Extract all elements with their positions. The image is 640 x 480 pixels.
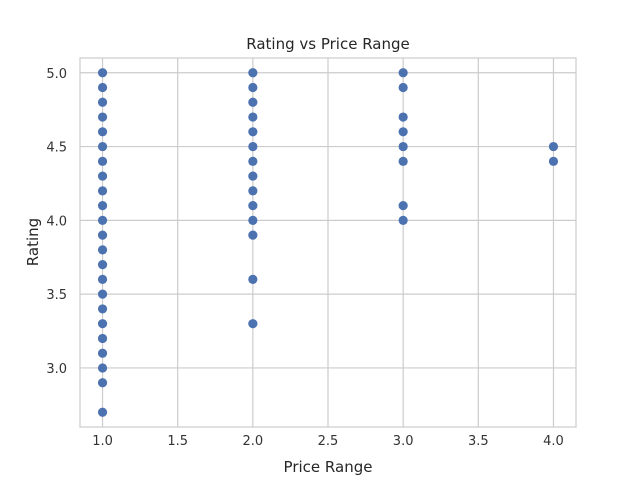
data-point bbox=[398, 156, 408, 166]
data-point bbox=[248, 201, 258, 211]
x-axis-label: Price Range bbox=[284, 458, 373, 476]
chart-title: Rating vs Price Range bbox=[246, 35, 410, 53]
data-point bbox=[398, 112, 408, 122]
data-point bbox=[248, 156, 258, 166]
data-point bbox=[97, 260, 108, 270]
data-point bbox=[97, 201, 108, 211]
y-tick-label: 3.5 bbox=[46, 288, 67, 303]
data-point bbox=[398, 127, 408, 137]
data-point bbox=[97, 230, 108, 240]
y-tick-labels: 3.0 3.5 4.0 4.5 5.0 bbox=[46, 67, 67, 377]
data-point bbox=[248, 127, 258, 137]
data-point bbox=[248, 171, 258, 181]
data-point bbox=[248, 97, 258, 107]
data-point bbox=[548, 141, 559, 152]
data-point bbox=[97, 333, 108, 344]
x-tick-label: 3.0 bbox=[393, 434, 414, 449]
data-point bbox=[97, 97, 108, 107]
data-point bbox=[398, 201, 408, 211]
data-point bbox=[248, 82, 258, 93]
data-point bbox=[97, 127, 108, 137]
data-point bbox=[97, 82, 108, 93]
data-point bbox=[248, 186, 258, 196]
x-tick-label: 2.0 bbox=[243, 434, 264, 449]
data-point bbox=[97, 289, 108, 299]
x-tick-label: 4.0 bbox=[543, 434, 564, 449]
y-tick-label: 4.0 bbox=[46, 214, 67, 229]
data-point bbox=[97, 215, 108, 225]
data-point bbox=[97, 186, 108, 196]
data-point bbox=[97, 68, 108, 78]
x-tick-label: 1.5 bbox=[167, 434, 188, 449]
data-point bbox=[97, 407, 108, 417]
data-point bbox=[97, 245, 108, 255]
plot-area-frame bbox=[79, 57, 577, 428]
x-tick-label: 1.0 bbox=[92, 434, 113, 449]
data-point bbox=[97, 319, 108, 329]
data-point bbox=[248, 230, 258, 240]
data-point bbox=[398, 215, 408, 225]
data-point bbox=[97, 274, 108, 284]
data-point bbox=[398, 68, 408, 78]
x-tick-label: 3.5 bbox=[468, 434, 489, 449]
data-point bbox=[97, 156, 108, 166]
data-point bbox=[97, 141, 108, 152]
data-point bbox=[97, 378, 108, 388]
y-tick-label: 4.5 bbox=[46, 141, 67, 156]
data-point bbox=[97, 348, 108, 358]
y-axis-label: Rating bbox=[24, 218, 42, 266]
data-point bbox=[398, 82, 408, 93]
data-points bbox=[97, 68, 559, 417]
y-tick-label: 3.0 bbox=[46, 362, 67, 377]
x-tick-labels: 1.0 1.5 2.0 2.5 3.0 3.5 4.0 bbox=[92, 434, 564, 449]
data-point bbox=[248, 319, 258, 329]
data-point bbox=[248, 112, 258, 122]
y-tick-label: 5.0 bbox=[46, 67, 67, 82]
data-point bbox=[398, 141, 408, 152]
data-point bbox=[548, 156, 559, 166]
data-point bbox=[248, 215, 258, 225]
data-point bbox=[248, 141, 258, 152]
data-point bbox=[248, 68, 258, 78]
data-point bbox=[97, 304, 108, 314]
data-point bbox=[97, 363, 108, 373]
x-tick-label: 2.5 bbox=[318, 434, 339, 449]
data-point bbox=[97, 112, 108, 122]
data-point bbox=[97, 171, 108, 181]
data-point bbox=[248, 274, 258, 284]
